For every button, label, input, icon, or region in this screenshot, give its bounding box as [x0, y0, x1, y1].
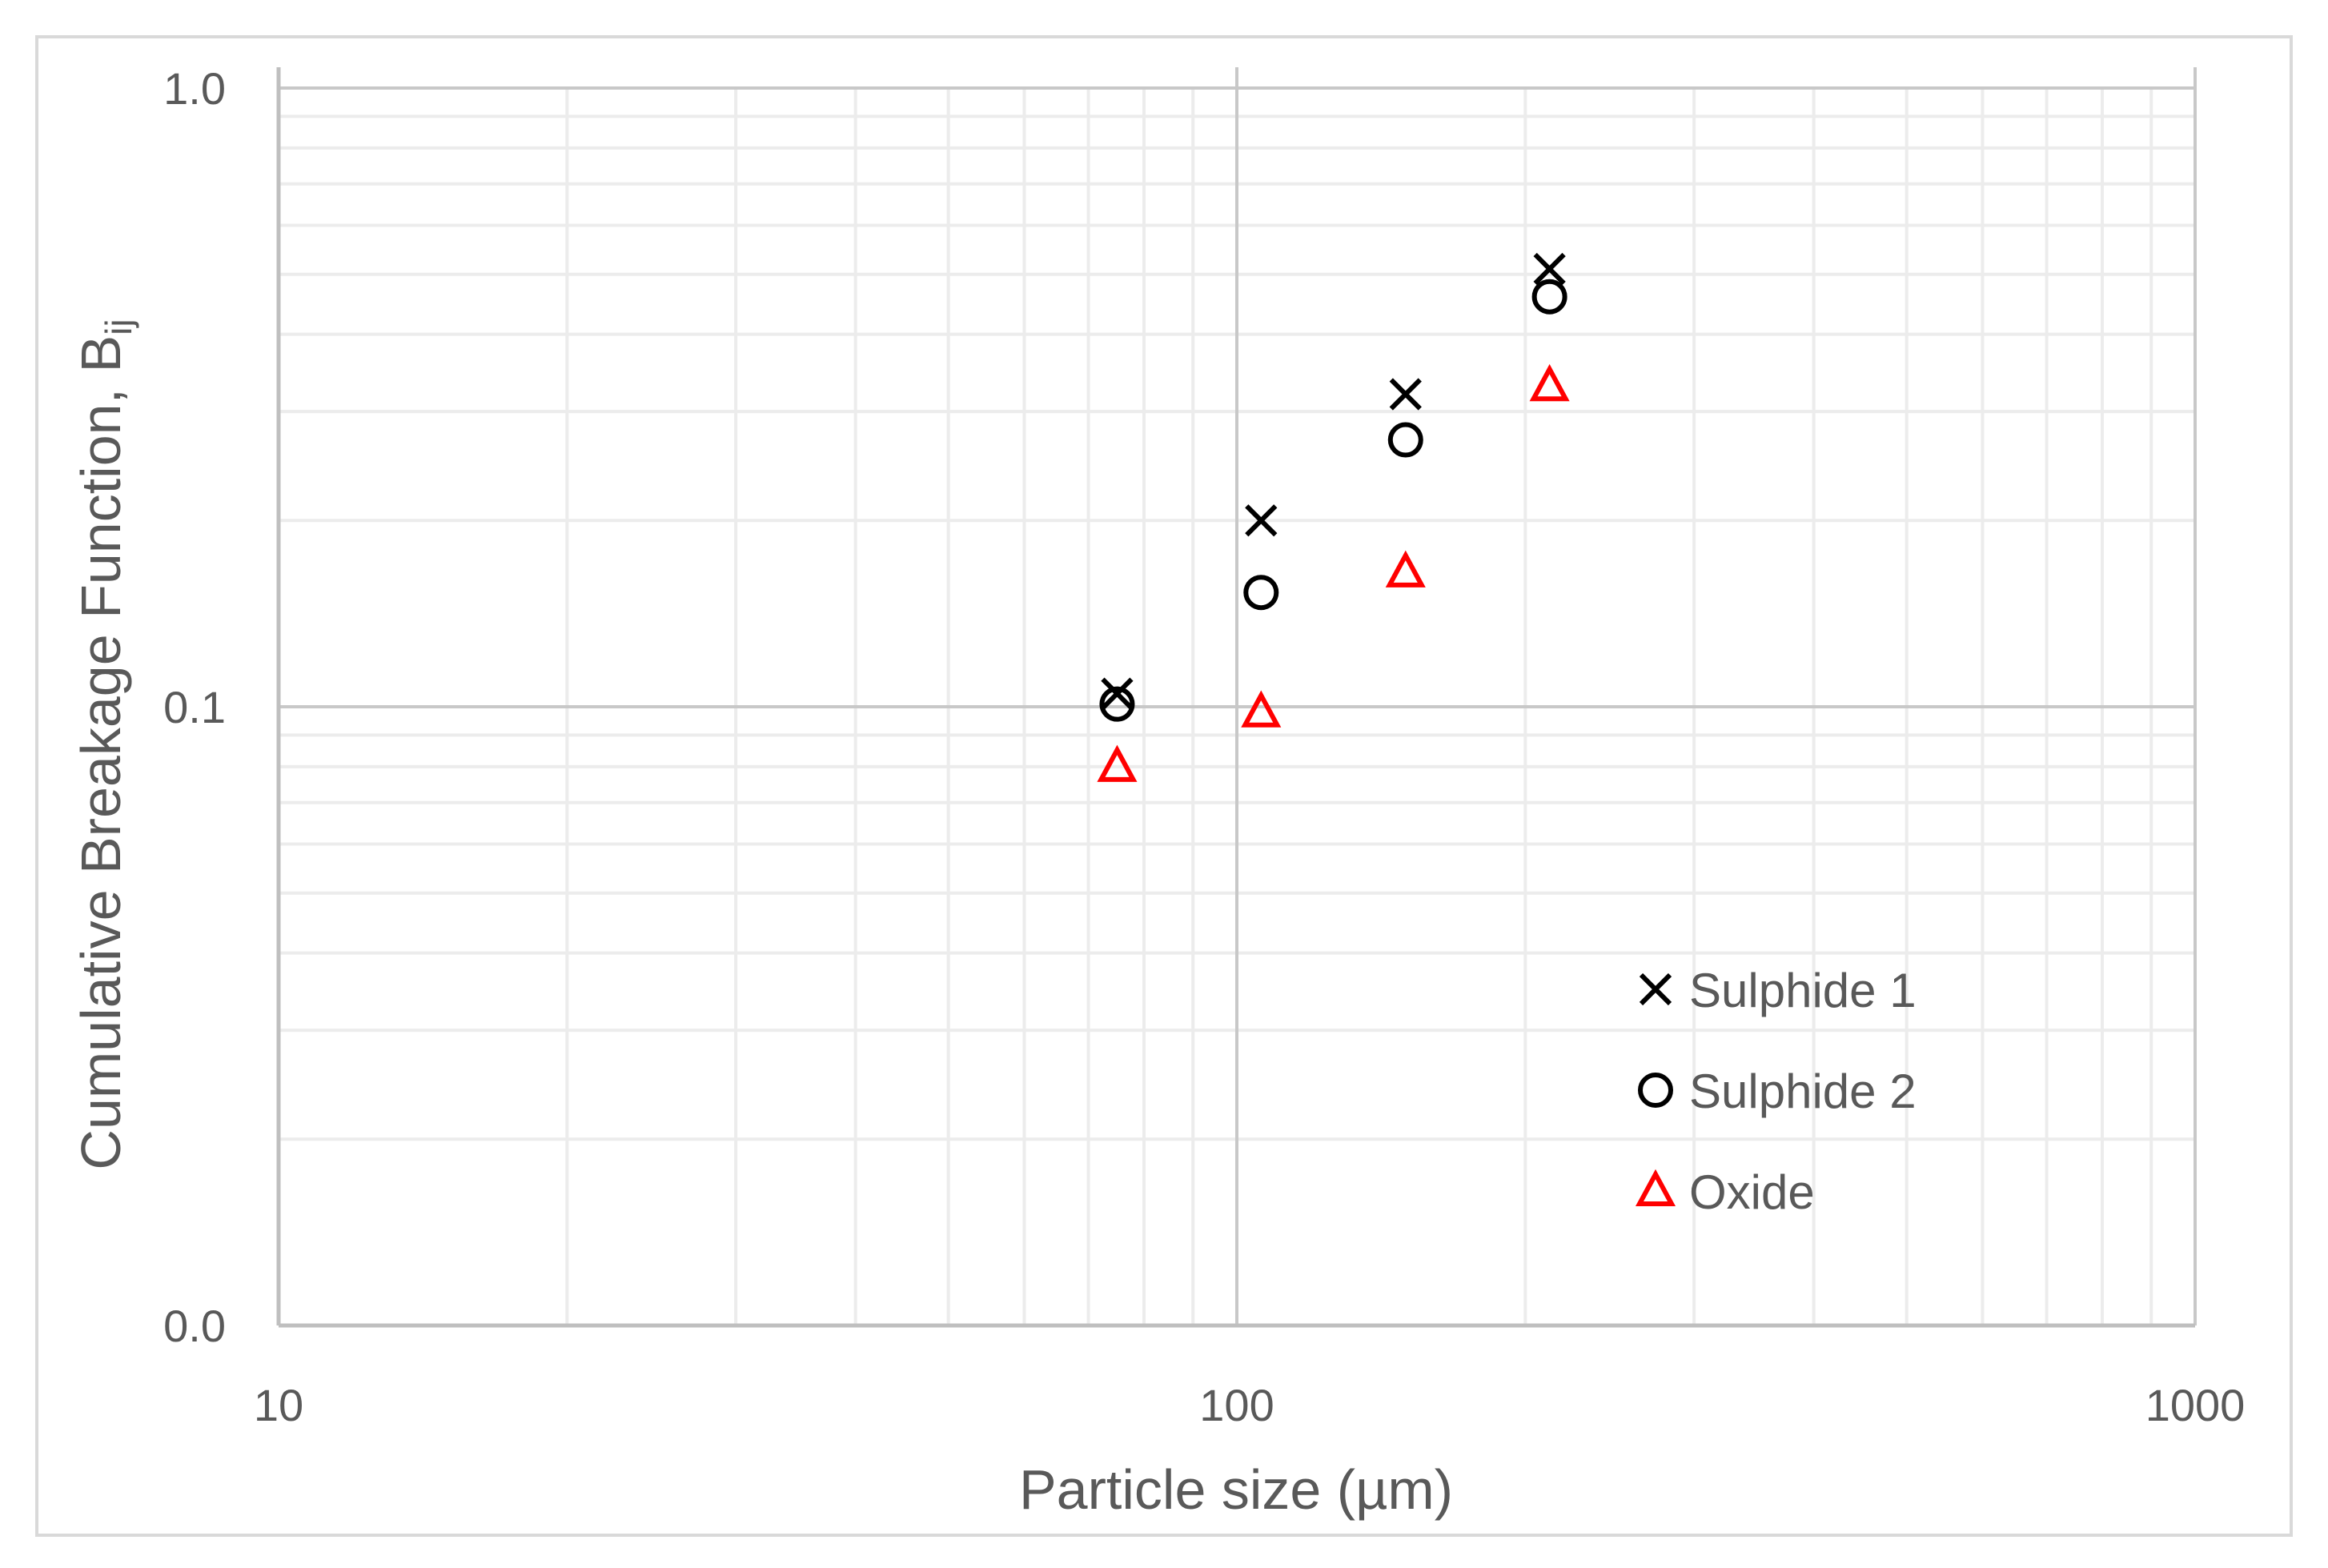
- y-axis-title-subscript: ij: [98, 319, 139, 335]
- x-tick-label: 100: [1199, 1380, 1274, 1430]
- x-tick-label: 10: [254, 1380, 303, 1430]
- sulphide-2-point: [1099, 686, 1135, 722]
- plot-area: 10 100 1000 0.0 0.1 1.0: [163, 63, 2245, 1430]
- cross-stroke: [1533, 252, 1566, 286]
- sulphide-1-point: [1245, 504, 1278, 537]
- oxide-point: [1529, 363, 1570, 402]
- y-axis-title: Cumulative Breakage Function, Bij: [70, 319, 139, 1169]
- x-tick-label: 1000: [2145, 1380, 2246, 1430]
- legend-marker-sulphide-1: [1639, 972, 1672, 1006]
- cross-stroke: [1389, 378, 1422, 411]
- legend-entry-sulphide-2: Sulphide 2: [1638, 1065, 1917, 1118]
- y-tick-label: 0.0: [163, 1301, 226, 1351]
- x-tick-labels: 10 100 1000: [254, 1380, 2245, 1430]
- sulphide-2-point: [1243, 575, 1279, 611]
- legend-entry-oxide: Oxide: [1635, 1165, 1815, 1219]
- legend-label-sulphide-2: Sulphide 2: [1689, 1065, 1917, 1118]
- oxide-point: [1097, 744, 1138, 782]
- y-tick-labels: 0.0 0.1 1.0: [163, 63, 226, 1351]
- sulphide-1-point: [1389, 378, 1422, 411]
- cross-stroke: [1639, 972, 1672, 1006]
- oxide-point: [1385, 550, 1426, 587]
- legend: Sulphide 1 Sulphide 2 Oxide: [1635, 964, 1917, 1219]
- oxide-point: [1241, 690, 1282, 728]
- sulphide-1-point: [1533, 252, 1566, 286]
- cross-stroke: [1245, 504, 1278, 537]
- sulphide-2-point: [1387, 422, 1423, 458]
- chart-border: [35, 35, 2293, 1537]
- legend-marker-oxide: [1635, 1169, 1676, 1206]
- legend-marker-sulphide-2: [1638, 1073, 1673, 1108]
- x-axis-title: Particle size (µm): [1019, 1458, 1453, 1521]
- y-axis-title-main: Cumulative Breakage Function, B: [70, 335, 132, 1170]
- data-markers: [1097, 252, 1570, 782]
- legend-entry-sulphide-1: Sulphide 1: [1639, 964, 1917, 1017]
- y-tick-label: 1.0: [163, 63, 226, 114]
- cross-stroke: [1101, 677, 1134, 710]
- sulphide-1-point: [1101, 677, 1134, 710]
- legend-label-oxide: Oxide: [1689, 1165, 1815, 1219]
- sulphide-2-point: [1531, 279, 1567, 315]
- legend-label-sulphide-1: Sulphide 1: [1689, 964, 1917, 1017]
- y-tick-label: 0.1: [163, 682, 226, 732]
- axes: [276, 67, 2195, 1328]
